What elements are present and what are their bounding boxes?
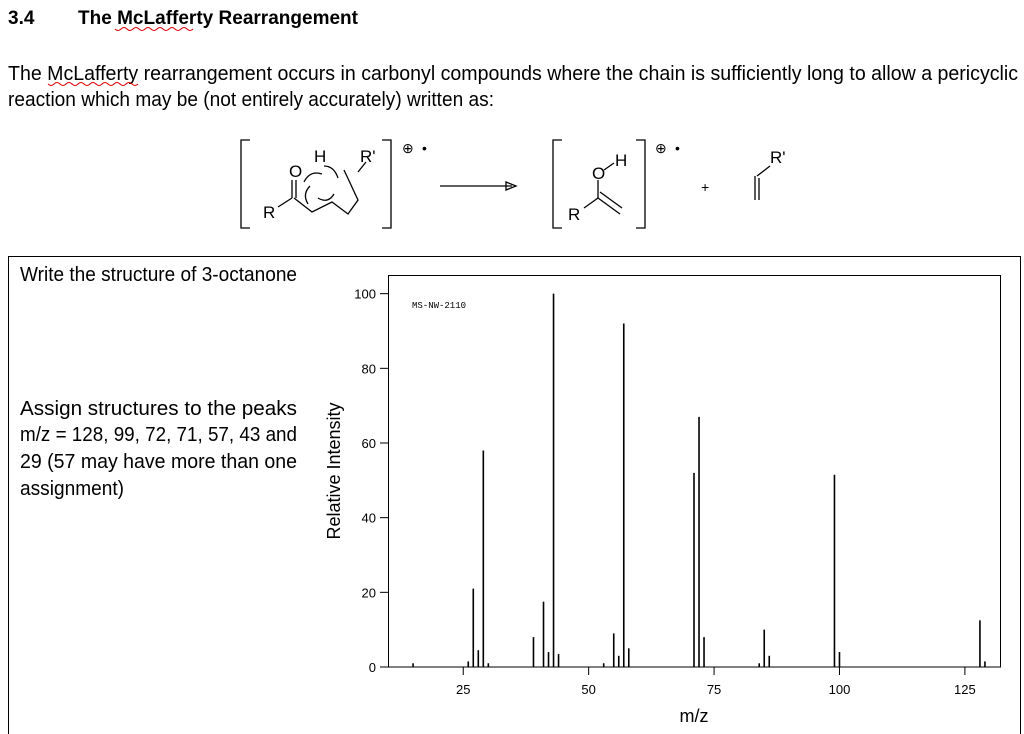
x-axis-label: m/z [680,706,709,726]
x-tick-label: 75 [707,682,721,697]
atom-label: R' [360,147,376,166]
task-line: m/z = 128, 99, 72, 71, 57, 43 and [20,424,297,446]
atom-label: H [314,147,326,166]
atom-label: O [289,162,302,181]
atom-label: R [263,203,275,222]
x-tick-label: 100 [829,682,851,697]
charge: ⊕ [402,140,414,156]
chart: MS-NW-2110 Relative Intensity m/z 0 20 40 6… [324,275,1001,726]
atom-label: R' [770,148,786,167]
section-title: The McLafferty Rearrangement [78,8,359,29]
y-tick-label: 60 [362,436,376,451]
radical: • [422,140,427,156]
y-tick-label: 80 [362,361,376,376]
spell-underline [114,27,194,31]
atom-label: O [592,164,605,183]
atom-label: R [568,205,580,224]
paragraph-line: reaction which may be (not entirely accu… [8,89,494,111]
y-tick-label: 0 [369,660,376,675]
annotation: MS-NW-2110 [412,301,466,311]
question: Write the structure of 3-octanone [20,264,297,286]
atom-label: H [615,151,627,170]
spell-underline [47,82,139,86]
plus: + [701,179,709,195]
x-tick-label: 50 [581,682,595,697]
radical: • [675,140,680,156]
y-axis-label: Relative Intensity [324,402,344,539]
paragraph-line: The McLafferty rearrangement occurs in c… [8,63,1018,85]
x-tick-label: 125 [954,682,976,697]
task-line: assignment) [20,478,124,500]
table-border [8,256,1021,734]
y-tick-label: 100 [354,287,376,302]
x-tick-label: 25 [456,682,470,697]
charge: ⊕ [655,140,667,156]
y-tick-label: 20 [362,585,376,600]
task-line: Assign structures to the peaks [20,398,297,420]
task-line: 29 (57 may have more than one [20,451,297,473]
section-number: 3.4 [8,8,35,29]
reaction-scheme [240,139,771,229]
y-tick-label: 40 [362,511,376,526]
